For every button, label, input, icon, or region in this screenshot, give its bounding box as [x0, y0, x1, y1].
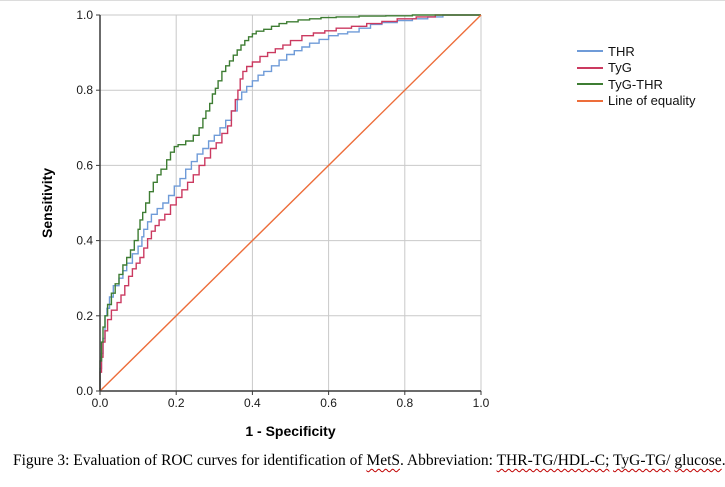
x-axis-title: 1 - Specificity	[245, 423, 336, 439]
y-tick-label: 0.4	[76, 234, 93, 248]
roc-curve-tyg	[99, 14, 481, 391]
y-tick-label: 0.8	[76, 83, 93, 97]
legend-line-swatch	[577, 83, 603, 86]
x-tick-label: 0.6	[320, 396, 337, 410]
x-tick-label: 0.4	[244, 396, 261, 410]
y-tick-label: 0.6	[76, 158, 93, 172]
roc-plot-canvas: 0.0 0.2 0.4 0.6 0.8 1.0 0.0 0.2 0.4 0.6 0.8 1.0	[76, 8, 490, 410]
figure-top-border	[0, 0, 725, 1]
legend-item-tyg: TyG	[577, 60, 695, 76]
caption-text-spellcheck: MetS	[366, 452, 400, 469]
caption-text-spellcheck: TyG-TG/	[613, 452, 671, 469]
legend-label: TyG-THR	[608, 76, 663, 92]
legend: THR TyG TyG-THR Line of equality	[577, 43, 696, 109]
y-tick-label: 0.2	[76, 309, 93, 323]
x-tick-label: 0.0	[92, 396, 109, 410]
y-axis-title: Sensitivity	[39, 167, 55, 239]
legend-label: TyG	[608, 60, 632, 76]
y-tick-label: 0.0	[76, 384, 93, 398]
legend-item-thr: THR	[577, 43, 695, 59]
legend-line-swatch	[577, 99, 603, 102]
caption-text: Figure 3: Evaluation of ROC curves for i…	[13, 452, 367, 469]
caption-text: . Abbreviation:	[400, 452, 497, 469]
x-tick-label: 0.8	[396, 396, 413, 410]
legend-item-tyg-thr: TyG-THR	[577, 76, 695, 92]
x-tick-label: 0.2	[168, 396, 185, 410]
legend-item-line-of-equality: Line of equality	[577, 93, 696, 109]
x-tick-label: 1.0	[473, 396, 490, 410]
roc-curve-line-of-equality	[99, 14, 482, 392]
roc-curve-tyg-thr	[99, 14, 481, 391]
caption-text: .	[722, 452, 725, 469]
y-tick-label: 1.0	[76, 8, 93, 22]
caption-text-spellcheck: glucose	[674, 452, 722, 469]
legend-line-swatch	[577, 66, 603, 69]
legend-label: Line of equality	[608, 93, 696, 109]
caption-text-spellcheck: THR-TG/HDL-C;	[496, 452, 610, 469]
figure-caption: Figure 3: Evaluation of ROC curves for i…	[13, 451, 725, 470]
legend-label: THR	[608, 43, 635, 59]
legend-line-swatch	[577, 50, 603, 53]
